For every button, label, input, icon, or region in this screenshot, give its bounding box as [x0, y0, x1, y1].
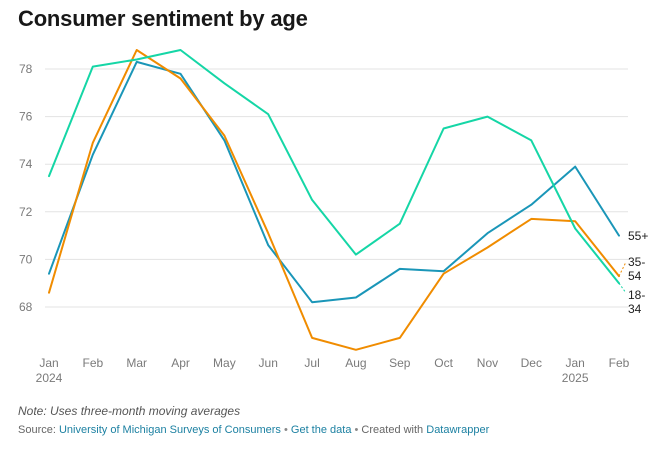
x-tick-label: Jul: [304, 356, 319, 370]
y-tick-label: 68: [19, 300, 33, 314]
y-tick-label: 72: [19, 205, 33, 219]
source-link[interactable]: University of Michigan Surveys of Consum…: [58, 424, 281, 436]
x-tick-label: Feb: [609, 356, 630, 370]
y-tick-label: 70: [19, 252, 33, 266]
series-label-18-34: 18-: [628, 288, 645, 302]
datawrapper-link[interactable]: Datawrapper: [426, 424, 490, 436]
x-tick-label: Sep: [389, 356, 411, 370]
x-tick-label: Jan: [565, 356, 584, 370]
y-tick-label: 74: [19, 157, 33, 171]
x-tick-label: Jun: [259, 356, 278, 370]
x-year-label: 2025: [562, 371, 589, 385]
series-lines: [48, 49, 620, 351]
get-data-link[interactable]: Get the data: [290, 424, 352, 436]
series-label-35-54: 35-: [628, 255, 645, 269]
series-label-35-54: 54: [628, 269, 642, 283]
series-line-55+: [48, 60, 620, 304]
label-connector: [618, 282, 627, 294]
separator: •: [283, 424, 288, 436]
chart-note: Note: Uses three-month moving averages: [18, 404, 241, 418]
series-line-35-54: [48, 49, 620, 351]
series-label-55+: 55+: [628, 229, 648, 243]
series-label-18-34: 34: [628, 302, 642, 316]
label-connector: [618, 261, 627, 277]
created-with: Created with: [361, 424, 424, 436]
x-tick-label: Mar: [126, 356, 147, 370]
y-tick-label: 76: [19, 110, 33, 124]
source-prefix: Source:: [18, 424, 56, 436]
series-line-18-34: [48, 49, 620, 285]
source-line: Source: University of Michigan Surveys o…: [18, 424, 489, 436]
x-tick-label: Dec: [521, 356, 542, 370]
grid-lines: [45, 68, 628, 308]
series-labels: 55+ 35-54 18-34: [618, 229, 648, 316]
separator: •: [354, 424, 359, 436]
x-tick-label: Oct: [434, 356, 453, 370]
y-axis-ticks: 68 70 72 74 76 78: [19, 62, 33, 314]
x-tick-label: Apr: [171, 356, 190, 370]
chart-title: Consumer sentiment by age: [18, 6, 308, 31]
x-tick-label: Nov: [477, 356, 498, 370]
x-tick-label: Feb: [83, 356, 104, 370]
x-tick-label: May: [213, 356, 236, 370]
x-tick-label: Jan: [39, 356, 58, 370]
y-tick-label: 78: [19, 62, 33, 76]
x-tick-label: Aug: [345, 356, 366, 370]
x-year-label: 2024: [36, 371, 63, 385]
